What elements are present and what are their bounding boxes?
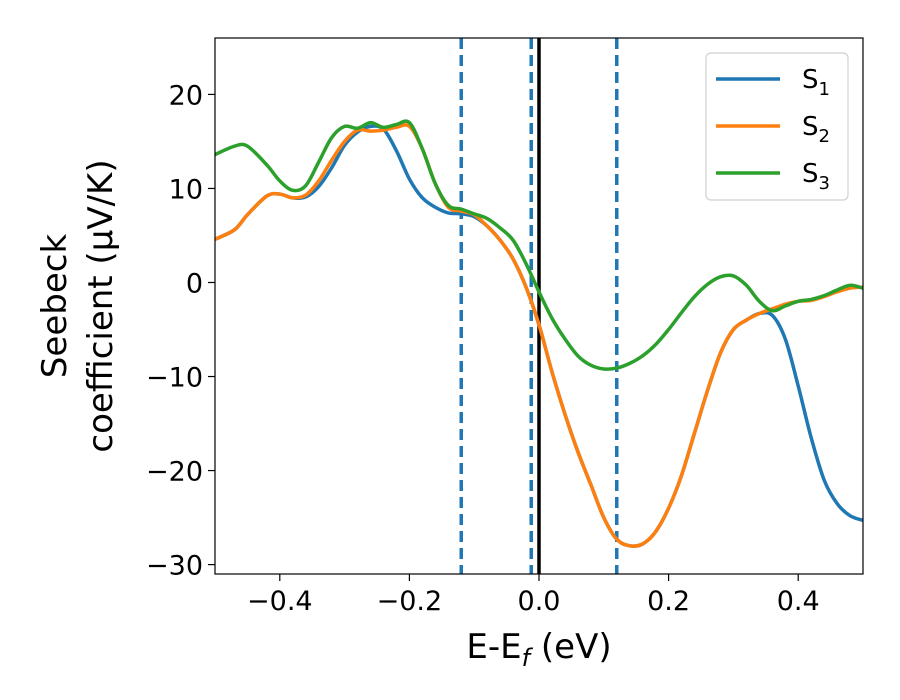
series-layer (215, 119, 863, 548)
legend-entries: S1 S2 S3 (716, 65, 830, 194)
legend-label-s2: S2 (802, 112, 830, 147)
reference-lines (459, 38, 619, 574)
y-tick-label: −20 (146, 457, 203, 488)
y-tick-label: 0 (186, 268, 203, 299)
x-tick-label: 0.4 (777, 586, 820, 617)
y-tick-label: −30 (146, 551, 203, 582)
y-tick-label: 10 (169, 174, 203, 205)
x-axis-title-unit: (eV) (530, 627, 612, 667)
x-axis-title: E-Ef (eV) (466, 627, 611, 672)
y-axis: −30 −20 −10 0 10 20 (146, 80, 215, 582)
y-axis-title-line2: coefficient (μV/K) (81, 159, 121, 452)
legend-label-s1: S1 (802, 65, 830, 100)
legend: S1 S2 S3 (705, 52, 849, 201)
x-axis-title-main: E-E (466, 627, 521, 667)
series-line-s3 (215, 119, 863, 371)
y-axis-title-line1: Seebeck (35, 234, 75, 379)
y-tick-label: 20 (169, 80, 203, 111)
x-tick-label: −0.2 (377, 586, 443, 617)
legend-label-s3: S3 (802, 159, 830, 194)
x-tick-label: 0.0 (518, 586, 561, 617)
series-line-s2 (215, 123, 863, 548)
y-tick-label: −10 (146, 363, 203, 394)
x-tick-label: 0.2 (647, 586, 690, 617)
x-tick-label: −0.4 (247, 586, 313, 617)
x-axis: −0.4 −0.2 0.0 0.2 0.4 (247, 574, 820, 617)
